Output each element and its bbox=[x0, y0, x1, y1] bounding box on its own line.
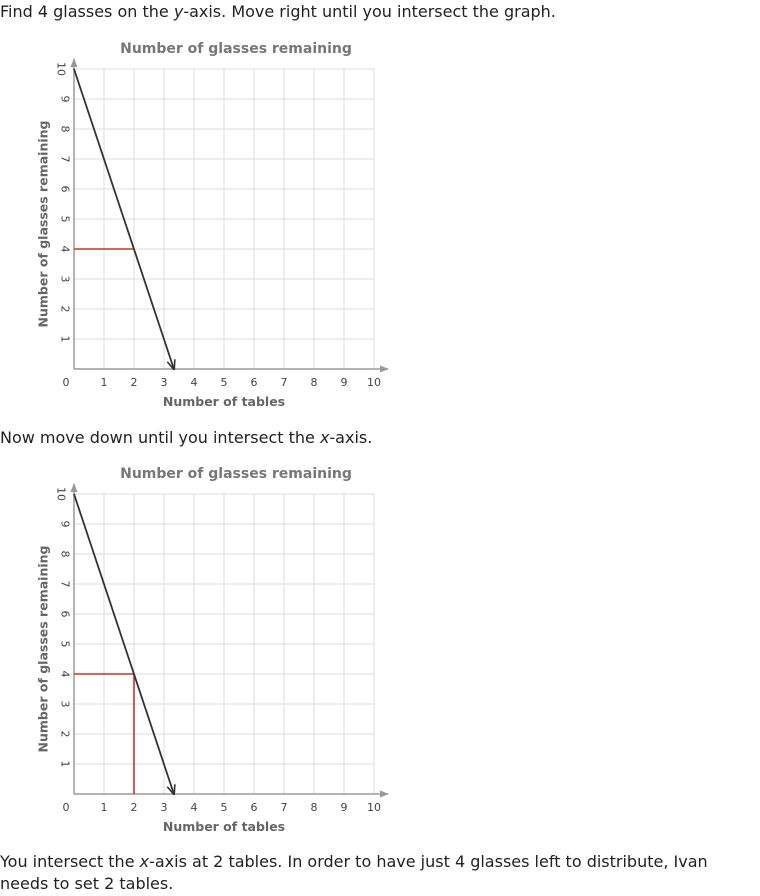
y-tick-label: 5 bbox=[59, 216, 72, 223]
x-tick-label: 6 bbox=[251, 801, 258, 814]
x-tick-label: 10 bbox=[367, 801, 381, 814]
x-tick-label: 5 bbox=[221, 376, 228, 389]
glasses-remaining-line bbox=[73, 68, 174, 369]
y-tick-label: 2 bbox=[59, 306, 72, 313]
x-tick-label: 7 bbox=[281, 376, 288, 389]
y-tick-label: 6 bbox=[59, 186, 72, 193]
conclusion-text-end: -axis at 2 tables. In order to have just… bbox=[0, 852, 708, 893]
conclusion-text: You intersect the x-axis at 2 tables. In… bbox=[0, 851, 740, 895]
x-tick-label: 8 bbox=[311, 376, 318, 389]
x-tick-label: 6 bbox=[251, 376, 258, 389]
x-tick-label: 2 bbox=[131, 376, 138, 389]
step-two-axis-variable: x bbox=[319, 428, 330, 447]
y-axis-title: Number of glasses remaining bbox=[36, 546, 51, 753]
y-tick-label: 9 bbox=[59, 96, 72, 103]
grid-lines bbox=[74, 68, 375, 369]
y-tick-label: 7 bbox=[59, 156, 72, 163]
y-tick-label: 1 bbox=[59, 761, 72, 768]
x-tick-label: 9 bbox=[341, 376, 348, 389]
glasses-graph-step-one: Number of glasses remaining 1 2 3 4 5 6 7 8 9 10 0 1… bbox=[36, 41, 389, 409]
x-tick-label: 0 bbox=[63, 801, 70, 814]
x-tick-label: 8 bbox=[311, 801, 318, 814]
y-tick-label: 3 bbox=[59, 276, 72, 283]
y-tick-label: 4 bbox=[59, 246, 72, 253]
y-tick-label: 3 bbox=[59, 701, 72, 708]
x-axis-title: Number of tables bbox=[163, 394, 285, 409]
y-tick-label: 8 bbox=[59, 126, 72, 133]
y-tick-label: 4 bbox=[59, 671, 72, 678]
x-tick-label: 0 bbox=[63, 376, 70, 389]
x-tick-label: 1 bbox=[101, 801, 108, 814]
glasses-graph-step-two: Number of glasses remaining 1 2 3 4 5 6 7 8 9 10 0 1… bbox=[36, 466, 389, 834]
step-two-instruction: Now move down until you intersect the x-… bbox=[0, 427, 372, 449]
conclusion-axis-variable: x bbox=[139, 852, 150, 871]
chart-title: Number of glasses remaining bbox=[120, 466, 352, 482]
step-two-text-end: -axis. bbox=[329, 428, 373, 447]
step-one-instruction: Find 4 glasses on the y-axis. Move right… bbox=[0, 1, 556, 23]
x-tick-label: 3 bbox=[161, 376, 168, 389]
x-tick-label: 3 bbox=[161, 801, 168, 814]
step-two-text-start: Now move down until you intersect the bbox=[0, 428, 320, 447]
y-tick-label: 9 bbox=[59, 521, 72, 528]
x-tick-label: 9 bbox=[341, 801, 348, 814]
x-tick-label: 7 bbox=[281, 801, 288, 814]
x-tick-label: 1 bbox=[101, 376, 108, 389]
x-tick-label: 4 bbox=[191, 801, 198, 814]
step-one-text-end: -axis. Move right until you intersect th… bbox=[183, 2, 556, 21]
y-tick-label: 1 bbox=[59, 336, 72, 343]
grid-lines bbox=[74, 493, 375, 794]
glasses-remaining-line bbox=[73, 493, 174, 794]
y-tick-label: 5 bbox=[59, 641, 72, 648]
x-tick-label: 2 bbox=[131, 801, 138, 814]
y-tick-label: 2 bbox=[59, 731, 72, 738]
y-tick-label: 7 bbox=[59, 581, 72, 588]
conclusion-text-start: You intersect the bbox=[0, 852, 140, 871]
step-one-text-start: Find 4 glasses on the bbox=[0, 2, 174, 21]
x-tick-label: 5 bbox=[221, 801, 228, 814]
y-tick-label: 10 bbox=[55, 62, 68, 76]
step-one-axis-variable: y bbox=[173, 2, 184, 21]
x-tick-label: 10 bbox=[367, 376, 381, 389]
y-tick-label: 8 bbox=[59, 551, 72, 558]
y-axis-title: Number of glasses remaining bbox=[36, 121, 51, 328]
chart-title: Number of glasses remaining bbox=[120, 41, 352, 57]
x-axis-title: Number of tables bbox=[163, 819, 285, 834]
x-tick-label: 4 bbox=[191, 376, 198, 389]
y-tick-label: 6 bbox=[59, 611, 72, 618]
y-tick-label: 10 bbox=[55, 487, 68, 501]
